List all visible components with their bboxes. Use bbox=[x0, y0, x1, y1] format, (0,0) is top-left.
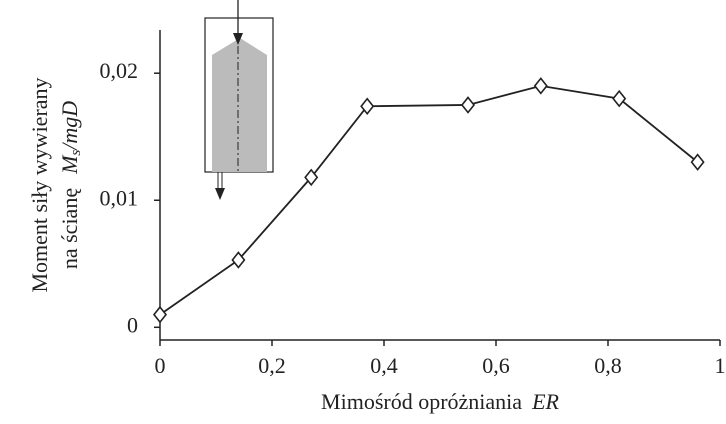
data-point bbox=[612, 89, 627, 108]
x-axis-label: Mimośród opróżniania ER bbox=[321, 389, 559, 414]
y-axis-symbol: M bbox=[57, 154, 82, 175]
data-line bbox=[159, 84, 699, 316]
inset-diagram bbox=[204, 0, 274, 200]
y-axis-symbol: s bbox=[68, 150, 84, 156]
y-tick-label: 0,01 bbox=[100, 185, 139, 210]
x-tick-label: 0,6 bbox=[482, 353, 510, 378]
y-tick-label: 0,02 bbox=[100, 58, 139, 83]
x-axis-symbol: ER bbox=[531, 389, 559, 414]
x-tick-label: 0 bbox=[155, 353, 166, 378]
data-point bbox=[533, 77, 548, 95]
data-point bbox=[231, 251, 246, 269]
x-tick-label: 0,2 bbox=[258, 353, 286, 378]
data-point bbox=[152, 305, 168, 324]
x-tick-label: 0,8 bbox=[594, 353, 622, 378]
y-axis-label: Moment siły wywierany bbox=[27, 77, 52, 292]
y-tick-label: 0 bbox=[127, 312, 138, 337]
data-point bbox=[460, 96, 476, 114]
x-tick-label: 0,4 bbox=[370, 353, 398, 378]
data-point bbox=[304, 168, 319, 187]
x-axis-label: Mimośród opróżniania bbox=[321, 389, 522, 414]
data-point bbox=[690, 153, 705, 171]
y-axis-label: na ścianę Ms/mgD bbox=[57, 101, 84, 269]
y-axis-label: na ścianę bbox=[57, 188, 82, 269]
x-tick-label: 1 bbox=[715, 353, 726, 378]
data-point bbox=[360, 97, 375, 116]
y-axis-symbol: /mgD bbox=[57, 101, 82, 152]
